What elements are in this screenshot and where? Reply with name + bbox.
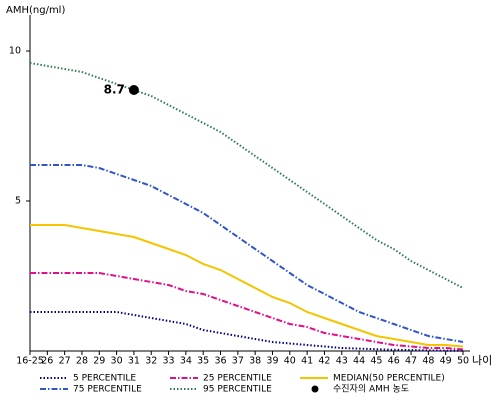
legend-label: 수진자의 AMH 농도 xyxy=(333,384,409,395)
x-tick-label: 39 xyxy=(266,356,278,367)
x-tick-label: 29 xyxy=(93,356,105,367)
x-tick-label: 44 xyxy=(353,356,365,367)
x-tick-label: 49 xyxy=(440,356,452,367)
legend-label: 5 PERCENTILE xyxy=(73,374,136,384)
x-axis-label: 나이 xyxy=(472,354,492,367)
series-line xyxy=(30,311,463,352)
x-tick-label: 35 xyxy=(197,356,209,367)
y-axis-label: AMH(ng/ml) xyxy=(6,5,65,16)
x-tick-label: 26 xyxy=(41,356,53,367)
series-line xyxy=(30,164,464,343)
x-tick-label: 38 xyxy=(249,356,261,367)
legend-label: 25 PERCENTILE xyxy=(203,374,272,384)
x-tick-label: 32 xyxy=(145,356,157,367)
series-line xyxy=(30,272,464,351)
x-tick-label: 42 xyxy=(318,356,330,367)
x-tick-label: 45 xyxy=(370,356,382,367)
legend-marker xyxy=(311,385,319,393)
x-tick-label: 28 xyxy=(76,356,88,367)
x-tick-label: 40 xyxy=(284,356,296,367)
x-tick-label: 48 xyxy=(422,356,434,367)
series-line xyxy=(29,62,464,289)
x-tick-label: 41 xyxy=(301,356,313,367)
legend-label: 95 PERCENTILE xyxy=(203,385,272,395)
x-tick-label: 16-25 xyxy=(16,356,44,367)
series-line xyxy=(30,224,464,348)
x-tick-label: 47 xyxy=(405,356,417,367)
legend-label: MEDIAN(50 PERCENTILE) xyxy=(333,374,445,384)
x-tick-label: 43 xyxy=(336,356,348,367)
x-tick-label: 50 xyxy=(457,356,469,367)
x-tick-label: 30 xyxy=(111,356,123,367)
y-tick-label: 5 xyxy=(15,196,21,207)
x-tick-label: 37 xyxy=(232,356,244,367)
x-tick-label: 33 xyxy=(163,356,175,367)
data-label: 8.7 xyxy=(104,83,125,97)
x-tick-label: 31 xyxy=(128,356,140,367)
data-point xyxy=(128,85,139,95)
x-tick-label: 27 xyxy=(59,356,71,367)
legend-label: 75 PERCENTILE xyxy=(73,385,142,395)
x-tick-label: 46 xyxy=(388,356,400,367)
y-tick-label: 10 xyxy=(9,46,21,57)
x-tick-label: 34 xyxy=(180,356,192,367)
x-tick-label: 36 xyxy=(214,356,226,367)
